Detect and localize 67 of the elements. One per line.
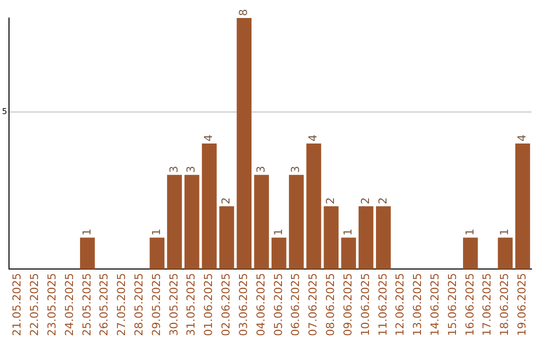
data-label: 2 (376, 197, 390, 204)
x-tick-label: 09.06.2025 (341, 273, 354, 336)
x-tick-label: 07.06.2025 (306, 273, 320, 336)
x-tick-label: 08.06.2025 (324, 273, 338, 336)
x-tick-label: 11.06.2025 (376, 273, 390, 336)
bar (272, 238, 286, 270)
data-label: 1 (463, 228, 476, 236)
data-label: 1 (150, 228, 163, 236)
x-tick-label: 14.06.2025 (428, 273, 442, 336)
x-tick-label: 04.06.2025 (254, 273, 268, 336)
x-tick-label: 13.06.2025 (411, 273, 424, 336)
bar (150, 238, 164, 270)
data-label: 3 (289, 166, 302, 173)
x-tick-label: 15.06.2025 (446, 273, 459, 336)
x-tick-label: 10.06.2025 (358, 273, 372, 336)
data-label: 4 (516, 134, 529, 142)
bar (324, 206, 339, 270)
x-tick-label: 06.06.2025 (289, 273, 302, 336)
data-label: 4 (306, 134, 320, 142)
x-tick-label: 23.05.2025 (45, 273, 58, 336)
bar (498, 238, 513, 270)
data-label: 1 (80, 228, 94, 236)
x-tick-label: 05.06.2025 (272, 273, 285, 336)
data-label: 2 (358, 197, 372, 204)
bar (167, 174, 182, 270)
bar (376, 206, 391, 270)
bar (184, 174, 200, 270)
x-tick-label: 17.06.2025 (480, 273, 494, 336)
x-tick-label: 01.06.2025 (202, 273, 216, 336)
x-tick-label: 27.05.2025 (115, 273, 128, 336)
bar (341, 238, 356, 270)
data-label: 3 (254, 166, 268, 173)
bar (219, 206, 234, 270)
x-tick-label: 21.05.2025 (10, 273, 24, 336)
x-tick-label: 29.05.2025 (150, 273, 163, 336)
data-label: 2 (220, 197, 233, 204)
bar (202, 144, 217, 270)
x-tick-label: 12.06.2025 (394, 273, 407, 336)
x-tick-label: 30.05.2025 (167, 273, 180, 336)
bar (515, 144, 530, 270)
x-tick-label: 26.05.2025 (98, 273, 111, 336)
data-label: 1 (498, 228, 512, 236)
data-label: 8 (236, 9, 250, 16)
bar (463, 238, 478, 270)
bar (236, 18, 252, 270)
x-tick-label: 03.06.2025 (236, 273, 250, 336)
x-tick-label: 31.05.2025 (184, 273, 198, 336)
x-tick-label: 18.06.2025 (498, 273, 512, 336)
data-label: 2 (324, 197, 338, 204)
bar (358, 206, 374, 270)
x-tick-label: 16.06.2025 (463, 273, 476, 336)
data-label: 3 (167, 166, 180, 173)
x-tick-label: 02.06.2025 (220, 273, 233, 336)
bar (288, 174, 304, 270)
x-tick-label: 28.05.2025 (132, 273, 146, 336)
x-tick-label: 22.05.2025 (28, 273, 42, 336)
y-tick-label: 5 (2, 107, 8, 116)
bar (306, 144, 322, 270)
data-label: 4 (202, 134, 216, 142)
bar (254, 174, 269, 270)
data-label: 1 (272, 228, 285, 236)
x-tick-label: 25.05.2025 (80, 273, 94, 336)
data-label: 1 (341, 228, 354, 236)
data-label: 3 (184, 166, 198, 173)
x-tick-label: 19.06.2025 (516, 273, 529, 336)
x-tick-label: 24.05.2025 (62, 273, 76, 336)
bar (80, 238, 95, 270)
